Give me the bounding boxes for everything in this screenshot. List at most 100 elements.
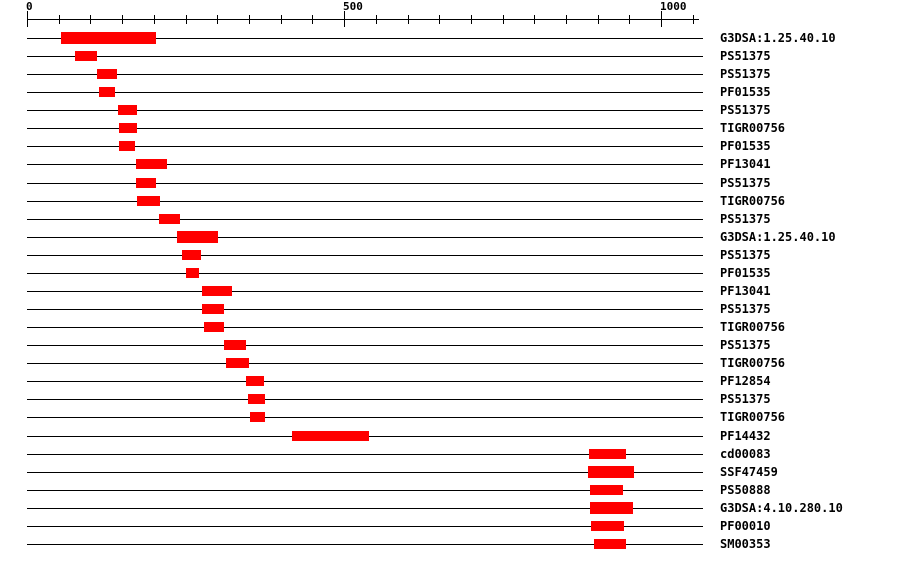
domain-bar	[246, 376, 264, 386]
axis-tick-label: 1000	[660, 0, 687, 13]
sequence-line	[27, 472, 703, 473]
domain-label: TIGR00756	[720, 194, 786, 208]
domain-bar	[250, 412, 265, 422]
sequence-line	[27, 183, 703, 184]
domain-bar	[224, 340, 246, 350]
domain-bar	[590, 502, 633, 514]
sequence-line	[27, 363, 703, 364]
domain-label: TIGR00756	[720, 356, 786, 370]
axis-minor-tick	[534, 15, 535, 24]
axis-minor-tick	[598, 15, 599, 24]
axis-major-tick	[661, 11, 662, 27]
domain-label: PF01535	[720, 266, 771, 280]
axis-minor-tick	[439, 15, 440, 24]
sequence-line	[27, 237, 703, 238]
axis-minor-tick	[122, 15, 123, 24]
domain-label: SM00353	[720, 537, 771, 551]
domain-bar	[136, 159, 167, 169]
sequence-line	[27, 74, 703, 75]
sequence-line	[27, 399, 703, 400]
sequence-line	[27, 345, 703, 346]
sequence-line	[27, 327, 703, 328]
axis-minor-tick	[217, 15, 218, 24]
domain-bar	[182, 250, 201, 260]
sequence-line	[27, 417, 703, 418]
domain-bar	[186, 268, 199, 278]
domain-bar	[119, 141, 135, 151]
sequence-line	[27, 92, 703, 93]
domain-bar	[248, 394, 265, 404]
sequence-line	[27, 544, 703, 545]
sequence-line	[27, 526, 703, 527]
axis-minor-tick	[312, 15, 313, 24]
domain-bar	[159, 214, 180, 224]
domain-bar	[226, 358, 249, 368]
domain-label: TIGR00756	[720, 320, 786, 334]
axis-minor-tick	[90, 15, 91, 24]
domain-bar	[292, 431, 369, 441]
domain-label: PF14432	[720, 429, 771, 443]
domain-label: cd00083	[720, 447, 771, 461]
axis-major-tick	[344, 11, 345, 27]
domain-label: PS51375	[720, 392, 771, 406]
domain-label: PS51375	[720, 248, 771, 262]
domain-bar	[75, 51, 97, 61]
sequence-line	[27, 110, 703, 111]
axis-minor-tick	[376, 15, 377, 24]
axis-minor-tick	[471, 15, 472, 24]
domain-bar	[136, 178, 156, 188]
domain-bar	[97, 69, 117, 79]
sequence-line	[27, 454, 703, 455]
axis-minor-tick	[629, 15, 630, 24]
sequence-line	[27, 508, 703, 509]
domain-label: G3DSA:1.25.40.10	[720, 230, 836, 244]
axis-minor-tick	[249, 15, 250, 24]
sequence-line	[27, 201, 703, 202]
domain-bar	[591, 521, 624, 531]
axis-minor-tick	[186, 15, 187, 24]
domain-label: PS50888	[720, 483, 771, 497]
domain-bar	[137, 196, 160, 206]
sequence-line	[27, 255, 703, 256]
domain-label: G3DSA:1.25.40.10	[720, 31, 836, 45]
domain-label: PS51375	[720, 103, 771, 117]
sequence-line	[27, 146, 703, 147]
axis-minor-tick	[154, 15, 155, 24]
domain-label: PS51375	[720, 67, 771, 81]
domain-bar	[99, 87, 115, 97]
domain-label: PF13041	[720, 284, 771, 298]
axis-tick-label: 0	[26, 0, 33, 13]
domain-bar	[594, 539, 626, 549]
axis-tick-label: 500	[343, 0, 363, 13]
domain-bar	[589, 449, 626, 459]
axis-minor-tick	[59, 15, 60, 24]
sequence-line	[27, 309, 703, 310]
domain-bar	[202, 304, 224, 314]
domain-bar	[61, 32, 156, 44]
domain-bar	[590, 485, 623, 495]
sequence-line	[27, 291, 703, 292]
domain-label: SSF47459	[720, 465, 778, 479]
domain-label: PF12854	[720, 374, 771, 388]
domain-label: TIGR00756	[720, 410, 786, 424]
domain-label: PF01535	[720, 139, 771, 153]
sequence-line	[27, 381, 703, 382]
sequence-line	[27, 219, 703, 220]
axis-minor-tick	[566, 15, 567, 24]
domain-bar	[204, 322, 224, 332]
domain-label: PS51375	[720, 49, 771, 63]
domain-label: PS51375	[720, 338, 771, 352]
domain-label: PF13041	[720, 157, 771, 171]
axis-minor-tick	[408, 15, 409, 24]
domain-label: PS51375	[720, 302, 771, 316]
axis-minor-tick	[281, 15, 282, 24]
domain-label: PS51375	[720, 176, 771, 190]
domain-bar	[177, 231, 218, 243]
axis-major-tick	[27, 11, 28, 27]
domain-label: G3DSA:4.10.280.10	[720, 501, 843, 515]
domain-bar	[202, 286, 232, 296]
domain-bar	[119, 123, 137, 133]
sequence-line	[27, 273, 703, 274]
sequence-line	[27, 128, 703, 129]
